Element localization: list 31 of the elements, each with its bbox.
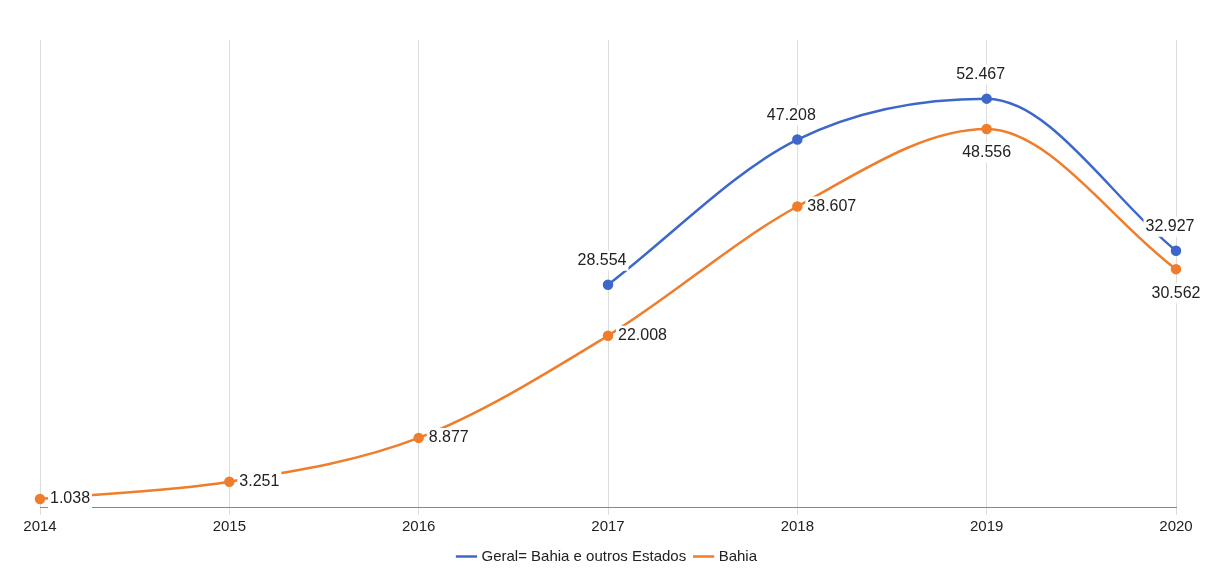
legend-label: Bahia <box>718 546 758 564</box>
x-tick-label: 2018 <box>780 517 815 535</box>
point <box>792 134 803 145</box>
legend-label: Geral= Bahia e outros Estados <box>481 546 687 564</box>
data-label: 38.607 <box>807 196 857 214</box>
data-label: 28.554 <box>577 251 627 269</box>
x-tick-label: 2015 <box>212 517 247 535</box>
point <box>981 93 992 104</box>
x-tick-label: 2020 <box>1159 517 1193 535</box>
point <box>224 476 235 487</box>
data-label: 52.467 <box>956 65 1006 83</box>
data-label: 47.208 <box>766 105 816 123</box>
data-label: 30.562 <box>1151 283 1201 301</box>
data-label: 22.008 <box>618 326 668 344</box>
data-label: 32.927 <box>1145 217 1195 235</box>
x-tick-label: 2014 <box>23 517 57 535</box>
data-label: 8.877 <box>428 428 469 446</box>
point <box>792 201 803 212</box>
point <box>602 279 614 291</box>
data-label: 48.556 <box>962 143 1012 161</box>
point <box>1170 263 1182 275</box>
data-label: 1.038 <box>50 489 91 507</box>
x-tick-label: 2019 <box>969 517 1004 535</box>
x-tick-label: 2016 <box>401 517 436 535</box>
point <box>34 493 46 505</box>
point <box>602 330 614 341</box>
point <box>981 123 992 135</box>
point <box>413 432 424 444</box>
point <box>1170 245 1182 256</box>
x-tick-label: 2017 <box>591 517 625 535</box>
data-label: 3.251 <box>239 472 280 490</box>
